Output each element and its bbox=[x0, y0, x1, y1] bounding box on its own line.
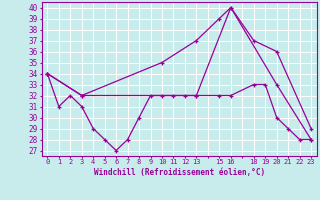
X-axis label: Windchill (Refroidissement éolien,°C): Windchill (Refroidissement éolien,°C) bbox=[94, 168, 265, 177]
